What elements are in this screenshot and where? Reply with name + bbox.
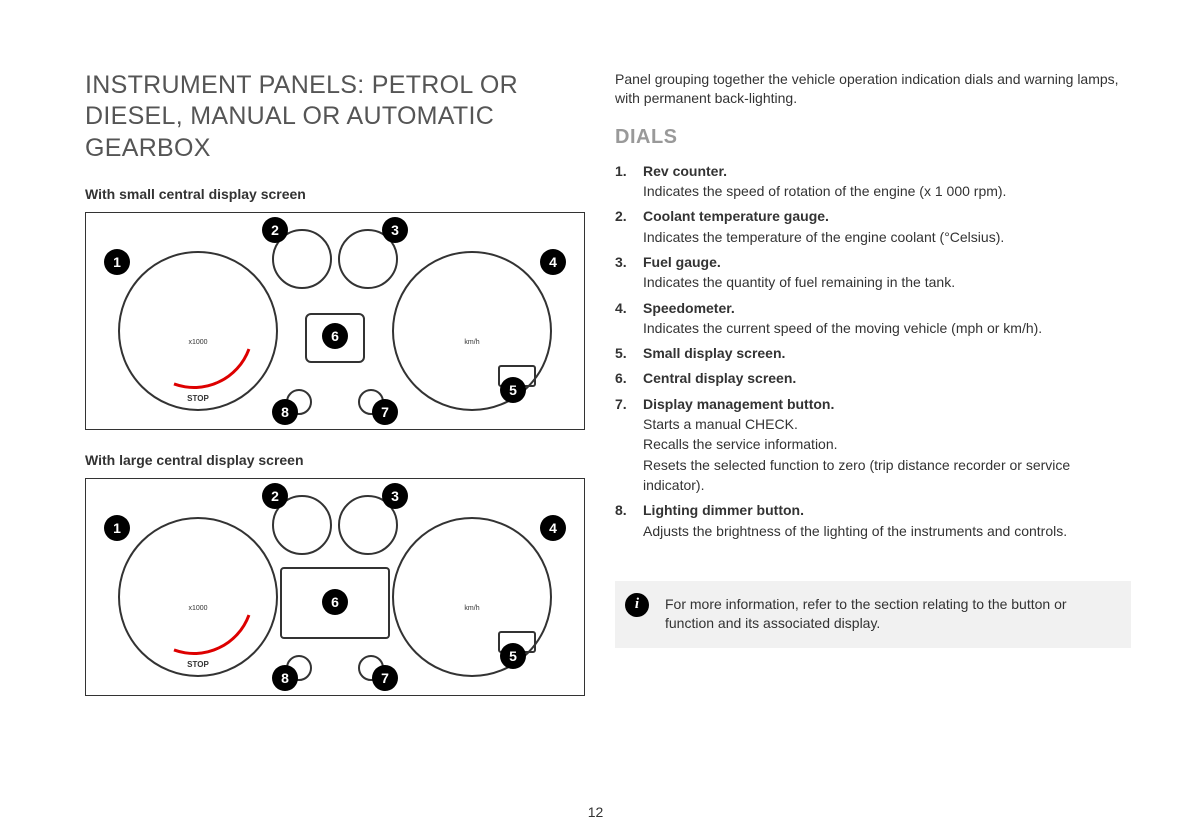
dial-7-desc: Starts a manual CHECK. Recalls the servi… bbox=[643, 414, 1131, 495]
dial-5-title: Small display screen. bbox=[643, 345, 785, 361]
dial-8-title: Lighting dimmer button. bbox=[643, 502, 804, 518]
rev-counter-dial: x1000 STOP bbox=[118, 251, 278, 411]
callout-5: 5 bbox=[500, 377, 526, 403]
rev-counter-dial-b: x1000 STOP bbox=[118, 517, 278, 677]
callout-1: 1 bbox=[104, 249, 130, 275]
dial-2-desc: Indicates the temperature of the engine … bbox=[643, 227, 1131, 247]
panel-a-caption: With small central display screen bbox=[85, 186, 585, 202]
callout-4b: 4 bbox=[540, 515, 566, 541]
dial-3-title: Fuel gauge. bbox=[643, 254, 721, 270]
dials-list: Rev counter. Indicates the speed of rotat… bbox=[615, 161, 1131, 541]
dial-2-title: Coolant temperature gauge. bbox=[643, 208, 829, 224]
info-note-box: i For more information, refer to the sec… bbox=[615, 581, 1131, 648]
callout-8b: 8 bbox=[272, 665, 298, 691]
dial-8-desc: Adjusts the brightness of the lighting o… bbox=[643, 521, 1131, 541]
dial-1-desc: Indicates the speed of rotation of the e… bbox=[643, 181, 1131, 201]
dial-4-title: Speedometer. bbox=[643, 300, 735, 316]
callout-6b: 6 bbox=[322, 589, 348, 615]
section-heading-dials: DIALS bbox=[615, 126, 1131, 149]
panel-b-caption: With large central display screen bbox=[85, 452, 585, 468]
callout-4: 4 bbox=[540, 249, 566, 275]
callout-3b: 3 bbox=[382, 483, 408, 509]
instrument-panel-large-screen: x1000 STOP km/h 1 2 3 4 5 6 7 8 bbox=[85, 478, 585, 696]
dial-6-title: Central display screen. bbox=[643, 370, 796, 386]
dial-3-desc: Indicates the quantity of fuel remaining… bbox=[643, 272, 1131, 292]
dial-1-title: Rev counter. bbox=[643, 163, 727, 179]
callout-7b: 7 bbox=[372, 665, 398, 691]
callout-6: 6 bbox=[322, 323, 348, 349]
callout-3: 3 bbox=[382, 217, 408, 243]
dial-7-title: Display management button. bbox=[643, 396, 834, 412]
callout-8: 8 bbox=[272, 399, 298, 425]
info-note-text: For more information, refer to the secti… bbox=[665, 596, 1067, 632]
page-title: INSTRUMENT PANELS: PETROL OR DIESEL, MAN… bbox=[85, 70, 585, 164]
callout-1b: 1 bbox=[104, 515, 130, 541]
page-number: 12 bbox=[588, 804, 604, 820]
dial-4-desc: Indicates the current speed of the movin… bbox=[643, 318, 1131, 338]
speedometer-dial: km/h bbox=[392, 251, 552, 411]
instrument-panel-small-screen: x1000 STOP km/h 1 2 bbox=[85, 212, 585, 430]
callout-2: 2 bbox=[262, 217, 288, 243]
callout-5b: 5 bbox=[500, 643, 526, 669]
info-icon: i bbox=[625, 593, 649, 617]
callout-2b: 2 bbox=[262, 483, 288, 509]
callout-7: 7 bbox=[372, 399, 398, 425]
speedometer-dial-b: km/h bbox=[392, 517, 552, 677]
intro-text: Panel grouping together the vehicle oper… bbox=[615, 70, 1131, 108]
